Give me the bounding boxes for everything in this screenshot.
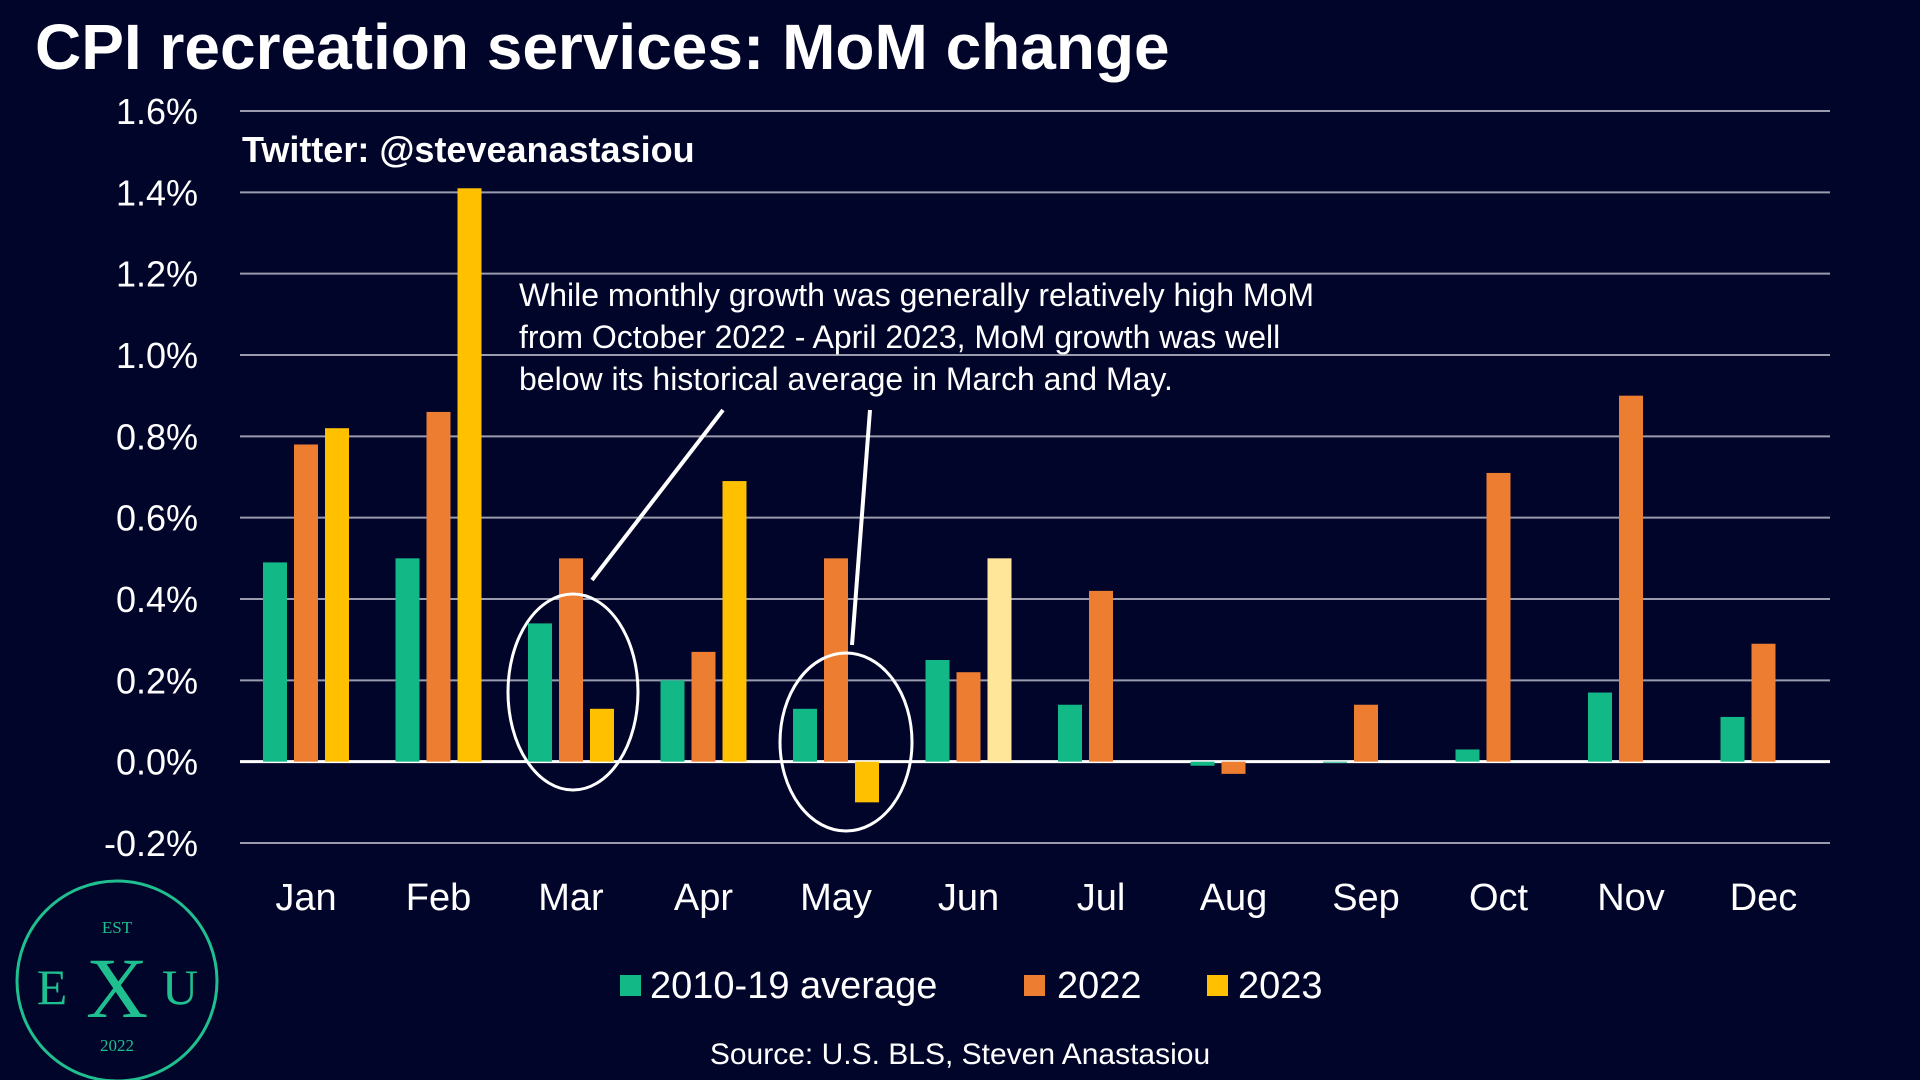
bar-2022-oct (1486, 472, 1511, 762)
y-tick-label: 1.0% (116, 335, 198, 376)
bar-2023-jun (987, 558, 1012, 762)
logo-ring (15, 879, 219, 1080)
y-tick-label: 1.4% (116, 172, 198, 213)
bar-2022-jul (1089, 590, 1113, 762)
twitter-watermark: Twitter: @steveanastasiou (242, 129, 695, 170)
bar-2022-feb (426, 411, 451, 762)
bar-avg-apr (660, 680, 685, 762)
annotation: While monthly growth was generally relat… (506, 277, 1314, 833)
y-tick-label: 0.8% (116, 416, 198, 457)
bar-2023-jan (325, 428, 349, 762)
legend-swatch-avg (620, 975, 641, 996)
source-note: Source: U.S. BLS, Steven Anastasiou (709, 1038, 1211, 1071)
bar-avg-jan (263, 562, 287, 762)
x-tick-label-jun: Jun (938, 877, 999, 919)
legend: 2010-19 average 2022 2023 (620, 965, 1323, 1007)
y-tick-label: 0.6% (116, 498, 198, 539)
x-tick-label-apr: Apr (674, 877, 733, 919)
x-tick-label-mar: Mar (538, 877, 604, 919)
legend-swatch-2023 (1207, 975, 1228, 996)
bar-avg-jun (925, 660, 950, 762)
highlight-circle-march (506, 592, 640, 792)
logo-letter-x: X (86, 940, 148, 1036)
x-tick-label-jan: Jan (275, 877, 336, 919)
bar-avg-dec (1720, 716, 1745, 762)
bar-2023-feb (457, 188, 482, 762)
x-tick-label-feb: Feb (406, 877, 471, 919)
x-tick-label-aug: Aug (1200, 877, 1268, 919)
x-tick-label-jul: Jul (1077, 877, 1126, 919)
exu-logo: EST E X U 2022 (15, 879, 219, 1080)
y-tick-label: 0.4% (116, 579, 198, 620)
legend-label-2023: 2023 (1238, 965, 1323, 1007)
bar-2022-aug (1221, 761, 1246, 774)
x-axis-tick-labels: Jan Feb Mar Apr May Jun Jul Aug Sep Oct Nov Dec (275, 877, 1797, 919)
grid-lines (240, 110, 1830, 844)
chart-title: CPI recreation services: MoM change (35, 11, 1170, 83)
x-tick-label-sep: Sep (1332, 877, 1400, 919)
y-tick-label: -0.2% (104, 823, 198, 864)
y-axis-tick-labels: -0.2% 0.0% 0.2% 0.4% 0.6% 0.8% 1.0% 1.2% 1.4% 1.6… (104, 91, 198, 864)
annotation-line-2: from October 2022 - April 2023, MoM grow… (519, 319, 1280, 355)
annotation-pointer-march (590, 408, 725, 582)
bar-2022-dec (1751, 643, 1776, 762)
logo-letter-e: E (37, 959, 68, 1015)
bar-avg-sep (1323, 761, 1347, 763)
x-tick-label-nov: Nov (1597, 877, 1665, 919)
bar-avg-jul (1058, 704, 1082, 762)
bar-2022-jun (956, 672, 981, 762)
y-tick-label: 0.2% (116, 660, 198, 701)
legend-swatch-2022 (1024, 975, 1045, 996)
x-tick-label-dec: Dec (1730, 877, 1798, 919)
bar-2022-mar (559, 558, 583, 762)
annotation-line-3: below its historical average in March an… (519, 361, 1173, 397)
bar-avg-nov (1588, 692, 1612, 762)
annotation-pointer-may (850, 409, 872, 646)
bar-2022-may (824, 558, 848, 762)
bar-avg-feb (395, 558, 420, 762)
logo-year-text: 2022 (100, 1036, 134, 1055)
highlight-circle-may (778, 651, 914, 833)
bars (263, 188, 1776, 803)
bar-2023-apr (722, 481, 747, 762)
bar-2022-jan (294, 444, 318, 762)
x-tick-label-may: May (800, 877, 872, 919)
bar-avg-aug (1190, 761, 1215, 766)
y-tick-label: 0.0% (116, 742, 198, 783)
bar-2023-may (855, 761, 879, 803)
logo-letter-u: U (162, 959, 198, 1015)
legend-label-avg: 2010-19 average (650, 965, 937, 1007)
bar-avg-mar (528, 623, 552, 762)
bar-2022-apr (691, 651, 716, 762)
logo-est-text: EST (102, 918, 133, 937)
bar-2022-sep (1354, 704, 1378, 762)
bar-2022-nov (1619, 395, 1643, 762)
x-tick-label-oct: Oct (1469, 877, 1529, 919)
legend-label-2022: 2022 (1057, 965, 1142, 1007)
bar-2023-mar (590, 708, 614, 762)
bar-avg-may (793, 708, 817, 762)
y-tick-label: 1.2% (116, 254, 198, 295)
bar-avg-oct (1455, 749, 1480, 762)
y-tick-label: 1.6% (116, 91, 198, 132)
annotation-line-1: While monthly growth was generally relat… (519, 277, 1314, 313)
